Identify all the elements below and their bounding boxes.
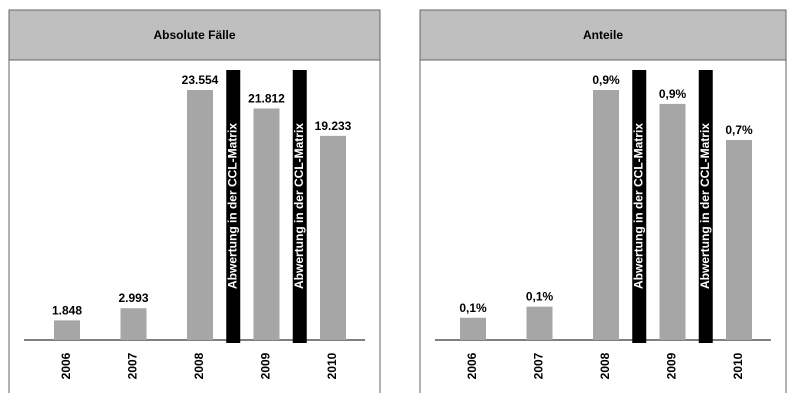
value-label: 0,7% bbox=[725, 123, 753, 137]
annotation: Abwertung in der CCL-Matrix bbox=[292, 123, 306, 289]
value-label: 1.848 bbox=[52, 303, 82, 317]
value-label: 0,1% bbox=[526, 290, 554, 304]
bar bbox=[253, 108, 280, 340]
value-label: 0,9% bbox=[592, 73, 620, 87]
annotation-bar bbox=[226, 70, 241, 343]
bar bbox=[54, 320, 80, 340]
x-tick-label: 2006 bbox=[465, 352, 479, 379]
x-tick-label: 2010 bbox=[325, 352, 339, 379]
bar bbox=[593, 90, 619, 340]
chart-title: Absolute Fälle bbox=[153, 28, 235, 42]
bar bbox=[460, 317, 486, 340]
annotation: Abwertung in der CCL-Matrix bbox=[698, 123, 712, 289]
bar bbox=[187, 90, 213, 340]
bar bbox=[120, 308, 147, 340]
annotation-bar bbox=[632, 70, 647, 343]
x-tick-label: 2010 bbox=[731, 352, 745, 379]
annotation-bar bbox=[292, 70, 307, 343]
annotation: Abwertung in der CCL-Matrix bbox=[225, 123, 239, 289]
value-label: 2.993 bbox=[118, 291, 148, 305]
value-label: 23.554 bbox=[182, 73, 219, 87]
x-tick-label: 2007 bbox=[532, 352, 546, 379]
panel-header bbox=[8, 9, 381, 61]
annotation: Abwertung in der CCL-Matrix bbox=[631, 123, 645, 289]
x-tick-label: 2008 bbox=[598, 352, 612, 379]
x-tick-label: 2009 bbox=[665, 352, 679, 379]
bar bbox=[659, 103, 686, 340]
value-label: 21.812 bbox=[248, 91, 285, 105]
panel-header bbox=[419, 9, 787, 61]
x-tick-label: 2008 bbox=[192, 352, 206, 379]
chart-title: Anteile bbox=[583, 28, 623, 42]
x-tick-label: 2006 bbox=[59, 352, 73, 379]
bar bbox=[726, 140, 752, 340]
x-tick-label: 2009 bbox=[259, 352, 273, 379]
bar bbox=[526, 306, 553, 340]
value-label: 0,9% bbox=[659, 87, 687, 101]
x-tick-label: 2007 bbox=[126, 352, 140, 379]
value-label: 19.233 bbox=[315, 119, 352, 133]
annotation-bar bbox=[698, 70, 713, 343]
bar bbox=[320, 135, 346, 340]
value-label: 0,1% bbox=[459, 301, 487, 315]
